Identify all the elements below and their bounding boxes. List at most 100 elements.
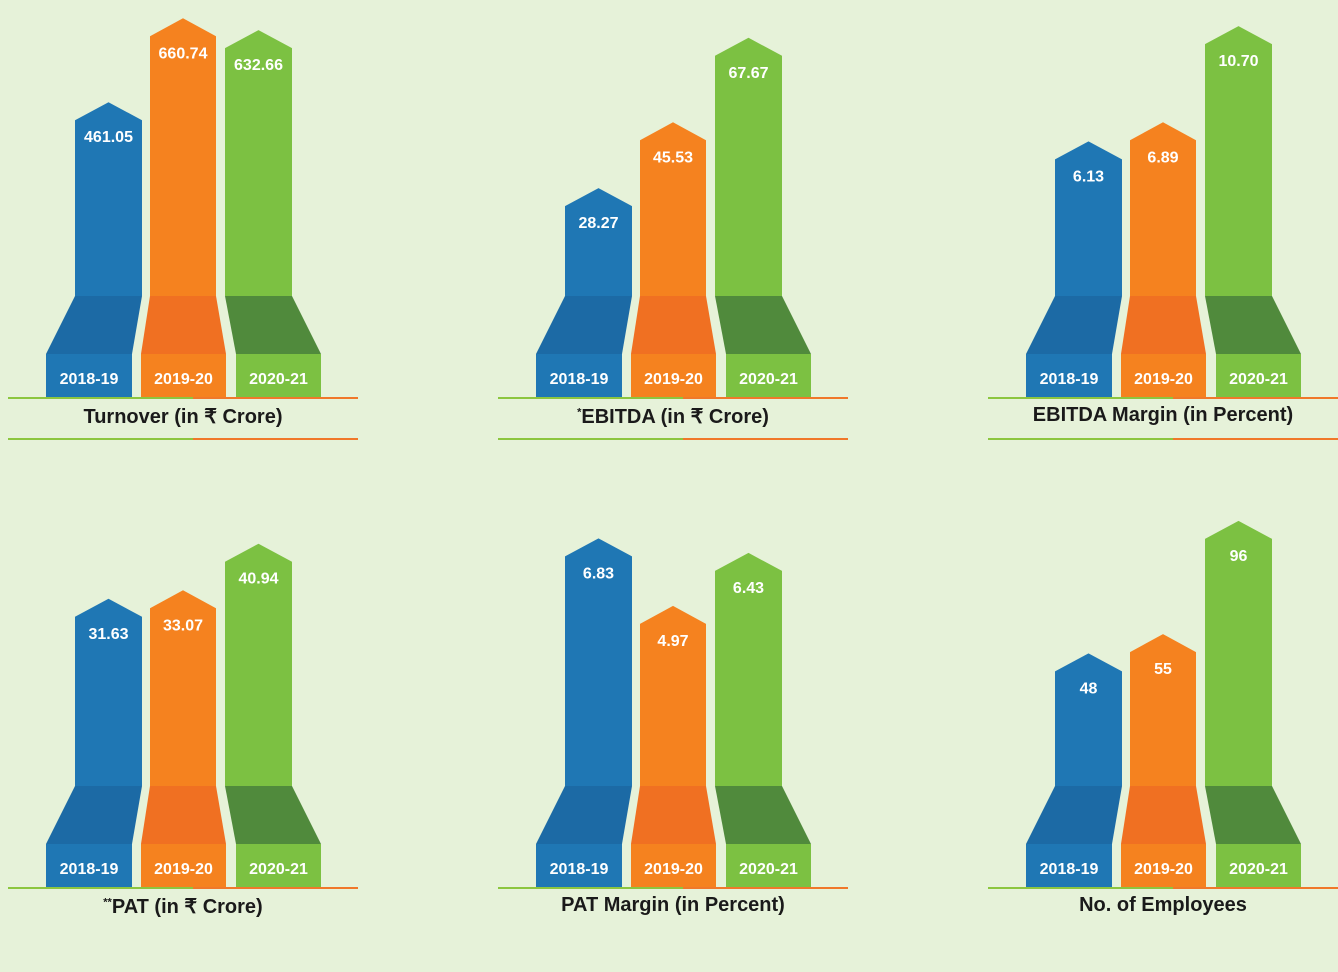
bar-base-2020-21: [225, 786, 321, 844]
bar-base-2018-19: [536, 786, 632, 844]
chart-title: PAT Margin (in Percent): [498, 894, 848, 917]
bar-base-2019-20: [631, 296, 716, 354]
bar-value-label: 55: [1154, 661, 1172, 678]
bar-2020-21: [225, 543, 292, 786]
chart-title-text: PAT (in ₹ Crore): [111, 896, 263, 918]
chart-title: **PAT (in ₹ Crore): [8, 894, 358, 919]
year-box: [46, 354, 132, 397]
bar-base-2020-21: [1205, 786, 1301, 844]
bar-2018-19: [1055, 653, 1122, 786]
bar-base-2018-19: [46, 786, 142, 844]
bar-base-2018-19: [1026, 296, 1122, 354]
bar-base-2019-20: [1121, 786, 1206, 844]
bar-2018-19: [565, 188, 632, 296]
bar-2020-21: [225, 30, 292, 296]
chart-svg: 6.13 2018-19 6.89 2019-20 10.70 2020-21: [988, 26, 1338, 399]
year-box: [46, 844, 132, 887]
divider-bottom: [8, 438, 358, 440]
bar-value-label: 6.13: [1073, 168, 1104, 185]
chart-title-text: PAT Margin (in Percent): [561, 894, 785, 916]
bar-value-label: 33.07: [163, 617, 203, 634]
bar-2018-19: [75, 102, 142, 296]
divider-bottom: [498, 438, 848, 440]
year-box: [141, 844, 226, 887]
bar-value-label: 10.70: [1218, 53, 1258, 70]
bar-2019-20: [640, 605, 706, 786]
year-label: 2020-21: [1229, 371, 1288, 388]
bar-base-2018-19: [1026, 786, 1122, 844]
bar-2020-21: [715, 552, 782, 786]
bar-2018-19: [1055, 141, 1122, 296]
bar-value-label: 28.27: [578, 215, 618, 232]
bar-base-2020-21: [225, 296, 321, 354]
bar-value-label: 31.63: [88, 626, 128, 643]
year-label: 2019-20: [644, 861, 703, 878]
bar-2020-21: [1205, 520, 1272, 786]
bar-base-2019-20: [141, 296, 226, 354]
footnote-marker: **: [103, 896, 112, 909]
year-box: [1121, 844, 1206, 887]
bar-base-2019-20: [631, 786, 716, 844]
footnote-marker: *: [577, 406, 582, 419]
year-label: 2019-20: [154, 861, 213, 878]
bar-value-label: 4.97: [657, 633, 688, 650]
year-label: 2018-19: [60, 371, 119, 388]
year-label: 2018-19: [1040, 371, 1099, 388]
bar-2019-20: [150, 590, 216, 786]
year-label: 2019-20: [1134, 371, 1193, 388]
chart-svg: 6.83 2018-19 4.97 2019-20 6.43 2020-21: [498, 538, 848, 889]
bar-value-label: 40.94: [238, 571, 278, 588]
bar-value-label: 632.66: [234, 57, 283, 74]
bar-base-2020-21: [1205, 296, 1301, 354]
chart-svg: 48 2018-19 55 2019-20 96 2020-21: [988, 520, 1338, 889]
year-box: [536, 844, 622, 887]
bar-2020-21: [715, 37, 782, 297]
bar-base-2018-19: [46, 296, 142, 354]
chart-title: *EBITDA (in ₹ Crore): [498, 404, 848, 429]
year-box: [631, 844, 716, 887]
bar-value-label: 67.67: [728, 65, 768, 82]
bar-base-2020-21: [715, 786, 811, 844]
bar-value-label: 96: [1230, 548, 1248, 565]
year-box: [236, 354, 321, 397]
bar-value-label: 6.83: [583, 565, 614, 582]
bar-value-label: 6.43: [733, 580, 764, 597]
bar-2020-21: [1205, 26, 1272, 296]
chart-svg: 461.05 2018-19 660.74 2019-20 632.66 2020-21: [8, 18, 358, 399]
year-label: 2020-21: [249, 861, 308, 878]
bar-base-2020-21: [715, 296, 811, 354]
bar-2018-19: [565, 538, 632, 786]
chart-title-text: Turnover (in ₹ Crore): [83, 406, 283, 428]
chart-title-text: No. of Employees: [1079, 894, 1247, 916]
year-box: [536, 354, 622, 397]
bar-base-2019-20: [141, 786, 226, 844]
chart-title-text: EBITDA Margin (in Percent): [1032, 404, 1294, 426]
chart-svg: 31.63 2018-19 33.07 2019-20 40.94 2020-21: [8, 543, 358, 889]
year-box: [726, 354, 811, 397]
bar-2019-20: [640, 122, 706, 296]
year-label: 2018-19: [60, 861, 119, 878]
year-label: 2018-19: [550, 861, 609, 878]
chart-title: EBITDA Margin (in Percent): [988, 404, 1338, 427]
chart-1: 461.05 2018-19 660.74 2019-20 632.66 2020-21 T…: [8, 0, 378, 440]
chart-2: 28.27 2018-19 45.53 2019-20 67.67 2020-21 *EBI…: [498, 0, 868, 440]
year-label: 2019-20: [154, 371, 213, 388]
year-label: 2019-20: [644, 371, 703, 388]
year-box: [236, 844, 321, 887]
chart-3: 6.13 2018-19 6.89 2019-20 10.70 2020-21 EBITDA…: [988, 0, 1338, 440]
bar-value-label: 48: [1080, 680, 1098, 697]
year-box: [1026, 844, 1112, 887]
year-label: 2020-21: [1229, 861, 1288, 878]
bar-value-label: 6.89: [1147, 149, 1178, 166]
bar-2018-19: [75, 598, 142, 786]
bar-2019-20: [1130, 122, 1196, 297]
chart-title: Turnover (in ₹ Crore): [8, 404, 358, 429]
chart-title-text: EBITDA (in ₹ Crore): [581, 406, 769, 428]
year-box: [1121, 354, 1206, 397]
year-label: 2018-19: [550, 371, 609, 388]
bar-value-label: 660.74: [159, 45, 208, 62]
year-label: 2020-21: [739, 861, 798, 878]
bar-base-2019-20: [1121, 296, 1206, 354]
divider-bottom: [988, 438, 1338, 440]
year-box: [141, 354, 226, 397]
